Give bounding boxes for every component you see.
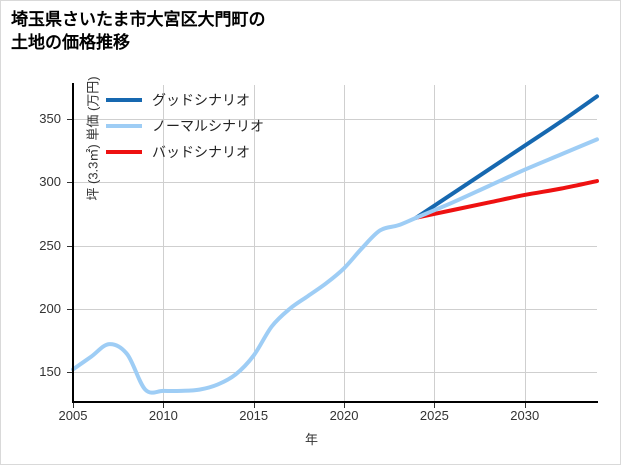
y-tick-label: 200 (39, 300, 61, 316)
chart-legend: グッドシナリオ ノーマルシナリオ バッドシナリオ (106, 89, 264, 163)
x-tick-mark (253, 403, 255, 408)
gridline-vertical (253, 85, 255, 401)
y-tick-label: 350 (39, 111, 61, 127)
legend-label: グッドシナリオ (152, 92, 250, 108)
gridline-horizontal (73, 245, 597, 247)
y-tick-label: 250 (39, 237, 61, 253)
x-tick-mark (163, 403, 165, 408)
legend-item[interactable]: ノーマルシナリオ (106, 115, 264, 137)
gridline-vertical (434, 85, 436, 401)
x-tick-label: 2015 (239, 408, 269, 423)
y-tick-mark (67, 119, 72, 121)
x-tick-label: 2005 (58, 408, 88, 423)
legend-item[interactable]: グッドシナリオ (106, 89, 264, 111)
gridline-horizontal (73, 371, 597, 373)
x-tick-label: 2030 (510, 408, 540, 423)
gridline-vertical (163, 85, 165, 401)
gridline-vertical (524, 85, 526, 401)
y-tick-mark (67, 182, 72, 184)
y-tick-label: 300 (39, 174, 61, 190)
y-tick-mark (67, 308, 72, 310)
gridline-vertical (344, 85, 346, 401)
x-tick-mark (73, 403, 74, 408)
x-tick-mark (344, 403, 346, 408)
legend-color-swatch (106, 124, 142, 128)
legend-item[interactable]: バッドシナリオ (106, 141, 264, 163)
gridline-horizontal (73, 308, 597, 310)
series-line (414, 94, 599, 220)
series-line (414, 179, 599, 220)
plot-background (73, 85, 597, 401)
x-tick-label: 2025 (419, 408, 449, 423)
legend-label: ノーマルシナリオ (152, 118, 264, 134)
data-series-layer (71, 94, 599, 395)
x-tick-mark (434, 403, 436, 408)
y-axis-label: 坪 (3.3㎡) 単価 (万円) (85, 76, 101, 201)
plot-area (71, 85, 599, 401)
y-axis-line (72, 83, 74, 403)
y-tick-mark (67, 245, 72, 247)
legend-color-swatch (106, 98, 142, 102)
x-tick-label: 2010 (148, 408, 178, 423)
gridline-horizontal (73, 119, 597, 121)
legend-label: バッドシナリオ (152, 144, 250, 160)
x-axis-label: 年 (304, 432, 318, 447)
gridline-horizontal (73, 182, 597, 184)
x-tick-mark (524, 403, 526, 408)
series-line (71, 137, 599, 395)
x-axis-line (72, 401, 598, 403)
chart-title: 埼玉県さいたま市大宮区大門町の 土地の価格推移 (11, 10, 266, 52)
x-tick-label: 2020 (329, 408, 359, 423)
y-tick-label: 150 (39, 363, 61, 379)
legend-color-swatch (106, 150, 142, 154)
y-tick-mark (67, 371, 72, 373)
